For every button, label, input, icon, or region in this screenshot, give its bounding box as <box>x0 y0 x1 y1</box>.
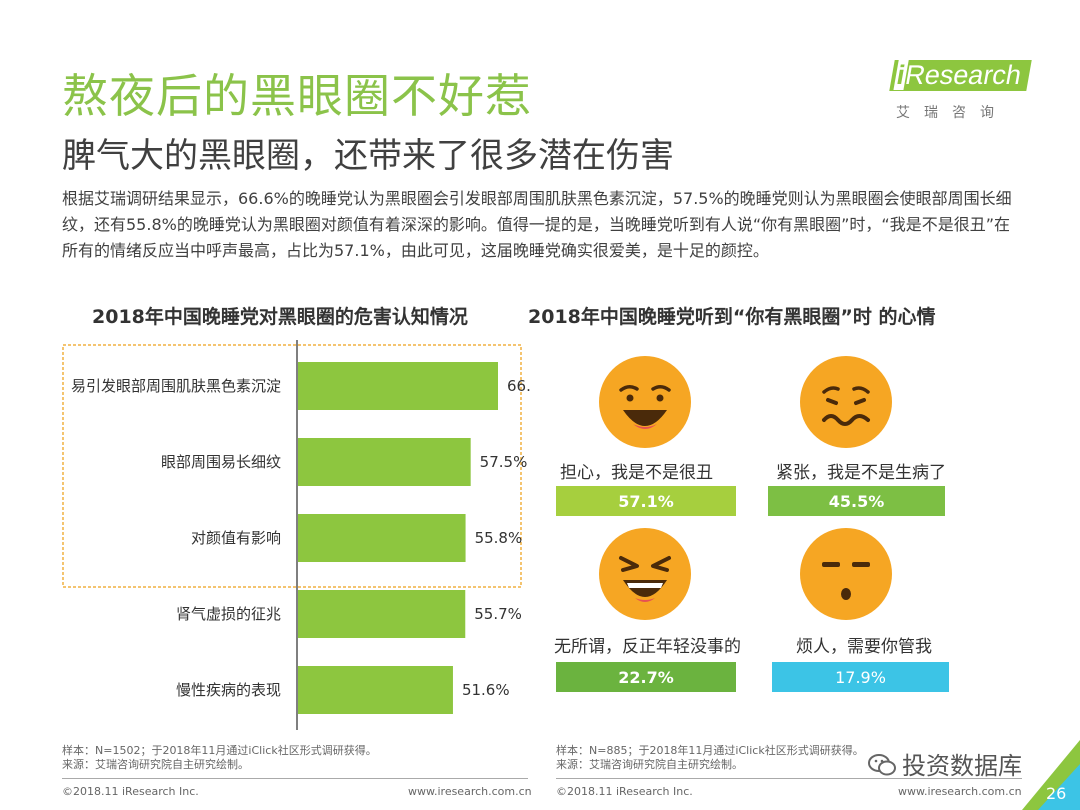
left-sample-note: 样本：N=1502；于2018年11月通过iClick社区形式调研获得。 来源：艾… <box>62 744 377 771</box>
logo-wordmark: iResearch <box>889 60 1032 91</box>
category-label: 慢性疾病的表现 <box>176 681 281 699</box>
hbar-chart: 易引发眼部周围肌肤黑色素沉淀 66.6% 眼部周围易长细纹 57.5% 对颜值有影响 55… <box>62 340 530 730</box>
laughing-face-icon <box>599 528 691 620</box>
emotion-label-ugly: 担心，我是不是很丑 <box>560 463 713 483</box>
page-title: 熬夜后的黑眼圈不好惹 <box>62 69 532 123</box>
intro-paragraph: 根据艾瑞调研结果显示，66.6%的晚睡党认为黑眼圈会引发眼部周围肌肤黑色素沉淀，… <box>62 189 1012 260</box>
bar <box>298 438 471 486</box>
footer-divider-left <box>62 778 528 779</box>
grin-face-icon <box>599 356 691 448</box>
worried-face-icon <box>800 356 892 448</box>
category-label: 眼部周围易长细纹 <box>161 453 281 471</box>
footer-url-left: www.iresearch.com.cn <box>408 785 532 798</box>
value-label: 66.6% <box>507 377 530 395</box>
category-label: 肾气虚损的征兆 <box>176 605 281 623</box>
expressionless-face-icon <box>800 528 892 620</box>
emotion-label-indifferent: 无所谓，反正年轻没事的 <box>554 637 741 657</box>
right-chart-title: 2018年中国晚睡党听到“你有黑眼圈”时 的心情 <box>528 306 936 328</box>
iresearch-logo: iResearch 艾瑞咨询 <box>889 58 1032 130</box>
footer-copyright-left: ©2018.11 iResearch Inc. <box>62 785 199 798</box>
value-label: 55.7% <box>474 605 522 623</box>
bar <box>298 590 466 638</box>
emotion-label-annoyed: 烦人，需要你管我 <box>796 637 932 657</box>
emotion-value-bar: 22.7% <box>556 662 736 692</box>
right-sample-note: 样本：N=885；于2018年11月通过iClick社区形式调研获得。 来源：艾瑞… <box>556 744 864 771</box>
value-label: 57.5% <box>480 453 528 471</box>
value-label: 51.6% <box>462 681 510 699</box>
wechat-icon <box>868 754 896 776</box>
footer-url-right: www.iresearch.com.cn <box>898 785 1022 798</box>
left-chart-title: 2018年中国晚睡党对黑眼圈的危害认知情况 <box>92 306 468 328</box>
bar <box>298 362 498 410</box>
emotion-label-sick: 紧张，我是不是生病了 <box>776 463 946 483</box>
category-label: 对颜值有影响 <box>191 529 281 547</box>
emotion-value-bar: 45.5% <box>768 486 945 516</box>
page-subtitle: 脾气大的黑眼圈，还带来了很多潜在伤害 <box>62 136 674 176</box>
bar <box>298 514 466 562</box>
footer-copyright-right: ©2018.11 iResearch Inc. <box>556 785 693 798</box>
emotion-value-bar: 17.9% <box>772 662 949 692</box>
logo-chinese-name: 艾瑞咨询 <box>896 105 1008 121</box>
footer-divider-right <box>556 778 1022 779</box>
bar <box>298 666 453 714</box>
wechat-watermark: 投资数据库 <box>868 746 1022 781</box>
category-label: 易引发眼部周围肌肤黑色素沉淀 <box>71 377 281 395</box>
page-corner-decoration <box>1022 740 1080 810</box>
page-number: 26 <box>1046 784 1067 803</box>
emotion-value-bar: 57.1% <box>556 486 736 516</box>
value-label: 55.8% <box>475 529 523 547</box>
